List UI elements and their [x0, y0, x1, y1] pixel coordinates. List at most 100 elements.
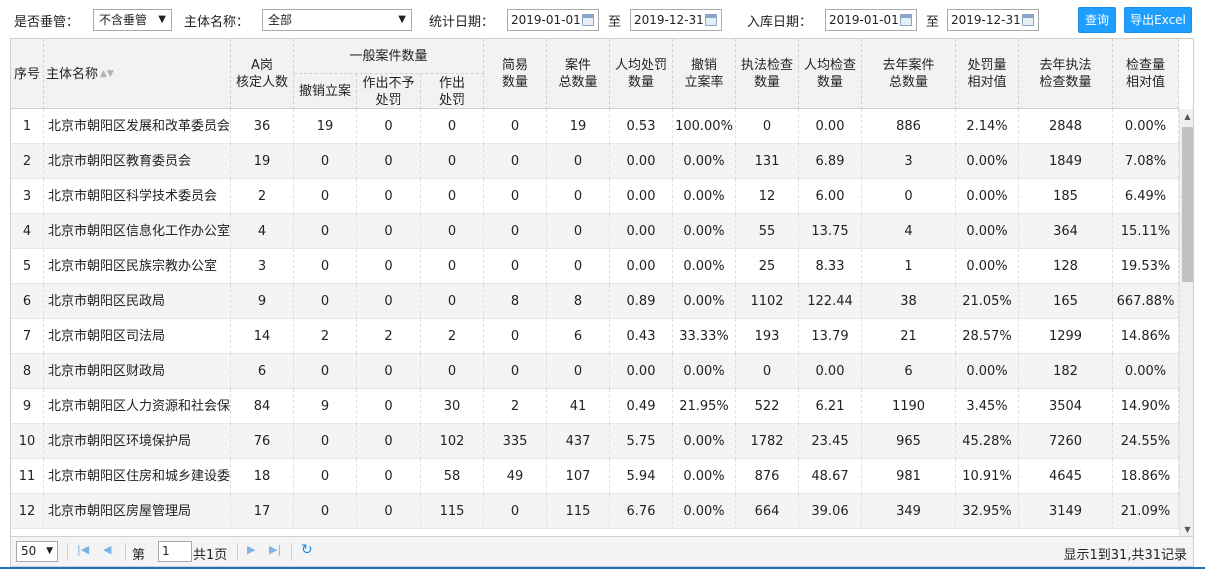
- cell-entity-name: 北京市朝阳区人力资源和社会保障局: [44, 389, 231, 424]
- table-row[interactable]: 10 北京市朝阳区环境保护局 76 0 0 102 335 437 5.75 0.00% 1782 2…: [11, 424, 1179, 459]
- cell-last-year-cases: 6: [862, 354, 956, 389]
- cell-revoke: 0: [294, 459, 357, 494]
- grid-body: 1 北京市朝阳区发展和改革委员会 36 19 0 0 0 19 0.53 100.00% 0 0.00…: [11, 109, 1179, 536]
- cell-index: 5: [11, 249, 44, 284]
- cell-penalty-relative: 10.91%: [956, 459, 1019, 494]
- cell-last-year-cases: 21: [862, 319, 956, 354]
- header-entity-name[interactable]: 主体名称 ▲▼: [44, 39, 231, 109]
- cell-revoke: 0: [294, 179, 357, 214]
- header-avg-inspect: 人均检查 数量: [799, 39, 862, 109]
- cell-no-penalty: 0: [357, 284, 421, 319]
- page-number-input[interactable]: 1: [158, 541, 192, 562]
- cell-last-year-inspect: 4645: [1019, 459, 1113, 494]
- cell-avg-penalty: 0.49: [610, 389, 673, 424]
- cell-inspect-relative: 667.88%: [1113, 284, 1179, 319]
- cell-avg-inspect: 0.00: [799, 354, 862, 389]
- next-page-icon[interactable]: ▶: [247, 543, 256, 556]
- cell-simple: 49: [484, 459, 547, 494]
- header-inspect: 执法检查 数量: [736, 39, 799, 109]
- stat-date-label: 统计日期：: [429, 15, 495, 30]
- cell-inspect: 193: [736, 319, 799, 354]
- cell-inspect-relative: 21.09%: [1113, 494, 1179, 529]
- header-general-cases-group: 一般案件数量: [294, 39, 484, 74]
- table-row[interactable]: 3 北京市朝阳区科学技术委员会 2 0 0 0 0 0 0.00 0.00% 12 6.00 0 0.00…: [11, 179, 1179, 214]
- cell-avg-penalty: 6.76: [610, 494, 673, 529]
- cell-penalty-relative: 0.00%: [956, 214, 1019, 249]
- table-row[interactable]: 9北京市朝阳区人力资源和社会保障局8490302410.4921.95%5226…: [11, 389, 1179, 424]
- first-page-icon[interactable]: |◀: [77, 543, 90, 556]
- supervised-select[interactable]: 不含垂管 ▼: [93, 9, 172, 31]
- cell-penalty-relative: 21.05%: [956, 284, 1019, 319]
- cell-last-year-inspect: 3504: [1019, 389, 1113, 424]
- table-row[interactable]: 12 北京市朝阳区房屋管理局 17 0 0 115 0 115 6.76 0.00% 664 39.0…: [11, 494, 1179, 529]
- pager-divider: [237, 543, 238, 561]
- cell-inspect: 664: [736, 494, 799, 529]
- chevron-down-icon: ▼: [398, 14, 406, 25]
- cell-avg-penalty: 0.00: [610, 249, 673, 284]
- inbound-date-to-input[interactable]: 2019-12-31: [947, 9, 1039, 31]
- cell-penalty-relative: 32.95%: [956, 494, 1019, 529]
- cell-avg-inspect: 39.06: [799, 494, 862, 529]
- cell-no-penalty: 0: [357, 354, 421, 389]
- scroll-up-icon[interactable]: ▲: [1184, 112, 1191, 121]
- cell-entity-name: 北京市朝阳区财政局: [44, 354, 231, 389]
- cell-last-year-cases: 3: [862, 144, 956, 179]
- last-page-icon[interactable]: ▶|: [269, 543, 282, 556]
- inbound-date-from-input[interactable]: 2019-01-01: [825, 9, 917, 31]
- cell-penalty: 102: [421, 424, 484, 459]
- cell-total-cases: 41: [547, 389, 610, 424]
- table-row[interactable]: 8 北京市朝阳区财政局 6 0 0 0 0 0 0.00 0.00% 0 0.00 6 0.00% 182 0…: [11, 354, 1179, 389]
- header-penalty-relative: 处罚量 相对值: [956, 39, 1019, 109]
- cell-no-penalty: 0: [357, 144, 421, 179]
- stat-date-to-input[interactable]: 2019-12-31: [630, 9, 722, 31]
- query-button[interactable]: 查询: [1078, 7, 1116, 33]
- cell-entity-name: 北京市朝阳区信息化工作办公室: [44, 214, 231, 249]
- cell-inspect-relative: 0.00%: [1113, 109, 1179, 144]
- stat-date-from-input[interactable]: 2019-01-01: [507, 9, 599, 31]
- inbound-date-from-value: 2019-01-01: [829, 13, 899, 27]
- cell-no-penalty: 0: [357, 389, 421, 424]
- scrollbar-thumb[interactable]: [1182, 127, 1193, 282]
- cell-penalty-relative: 28.57%: [956, 319, 1019, 354]
- cell-last-year-cases: 4: [862, 214, 956, 249]
- cell-last-year-cases: 0: [862, 179, 956, 214]
- cell-avg-inspect: 13.79: [799, 319, 862, 354]
- cell-avg-inspect: 13.75: [799, 214, 862, 249]
- table-row[interactable]: 5 北京市朝阳区民族宗教办公室 3 0 0 0 0 0 0.00 0.00% 25 8.33 1 0.00…: [11, 249, 1179, 284]
- cell-revoke-rate: 0.00%: [673, 179, 736, 214]
- stat-date-from-value: 2019-01-01: [511, 13, 581, 27]
- table-row[interactable]: 1 北京市朝阳区发展和改革委员会 36 19 0 0 0 19 0.53 100.00% 0 0.00…: [11, 109, 1179, 144]
- grid-header: 序号 主体名称 ▲▼ A岗 核定人数 一般案件数量 撤销立案 作出不予 处罚 作…: [11, 39, 1179, 109]
- cell-avg-inspect: 48.67: [799, 459, 862, 494]
- cell-inspect-relative: 18.86%: [1113, 459, 1179, 494]
- page-size-select[interactable]: 50 ▼: [16, 541, 58, 562]
- table-row[interactable]: 2 北京市朝阳区教育委员会 19 0 0 0 0 0 0.00 0.00% 131 6.89 3 0.00…: [11, 144, 1179, 179]
- cell-revoke: 0: [294, 284, 357, 319]
- cell-avg-penalty: 0.00: [610, 144, 673, 179]
- calendar-icon[interactable]: [582, 14, 594, 26]
- calendar-icon[interactable]: [705, 14, 717, 26]
- table-row[interactable]: 11北京市朝阳区住房和城乡建设委员会180058491075.940.00%87…: [11, 459, 1179, 494]
- sort-icon[interactable]: ▲▼: [100, 68, 114, 79]
- cell-inspect-relative: 15.11%: [1113, 214, 1179, 249]
- prev-page-icon[interactable]: ◀: [103, 543, 112, 556]
- table-row[interactable]: 6 北京市朝阳区民政局 9 0 0 0 8 8 0.89 0.00% 1102 122.44 38 21.…: [11, 284, 1179, 319]
- pager-divider: [67, 543, 68, 561]
- table-row[interactable]: 4 北京市朝阳区信息化工作办公室 4 0 0 0 0 0 0.00 0.00% 55 13.75 4 0.…: [11, 214, 1179, 249]
- cell-revoke: 0: [294, 494, 357, 529]
- cell-revoke: 9: [294, 389, 357, 424]
- table-row[interactable]: 7 北京市朝阳区司法局 14 2 2 2 0 6 0.43 33.33% 193 13.79 21 28.…: [11, 319, 1179, 354]
- cell-simple: 0: [484, 354, 547, 389]
- cell-inspect: 12: [736, 179, 799, 214]
- cell-total-cases: 107: [547, 459, 610, 494]
- refresh-icon[interactable]: ↻: [301, 542, 313, 558]
- export-excel-button[interactable]: 导出Excel: [1124, 7, 1192, 33]
- calendar-icon[interactable]: [900, 14, 912, 26]
- cell-last-year-inspect: 7260: [1019, 424, 1113, 459]
- entity-select[interactable]: 全部 ▼: [262, 9, 412, 31]
- scroll-down-icon[interactable]: ▼: [1184, 525, 1191, 534]
- cell-penalty-relative: 3.45%: [956, 389, 1019, 424]
- header-penalty: 作出 处罚: [421, 74, 484, 109]
- calendar-icon[interactable]: [1022, 14, 1034, 26]
- vertical-scrollbar[interactable]: ▲ ▼: [1179, 109, 1193, 536]
